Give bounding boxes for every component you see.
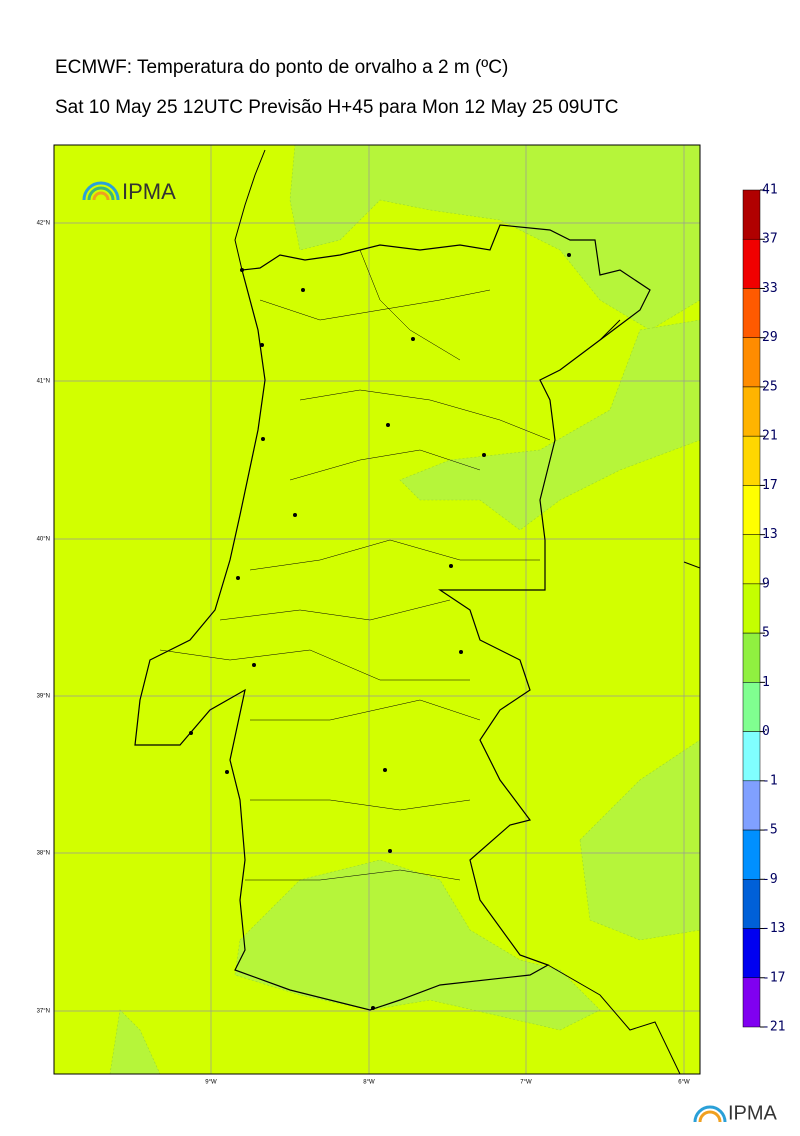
district-borders xyxy=(159,249,551,881)
colorbar-segment xyxy=(742,583,761,634)
colorbar-segment xyxy=(742,879,761,929)
colorbar-label: -13 xyxy=(762,921,785,936)
lon-label: 8°W xyxy=(363,1080,375,1086)
lat-label: 38°N xyxy=(37,851,50,857)
lon-label: 9°W xyxy=(205,1080,217,1086)
dewpoint-region xyxy=(109,144,701,1075)
title: ECMWF: Temperatura do ponto de orvalho a… xyxy=(55,57,508,78)
logo-text: IPMA xyxy=(122,179,176,204)
map-frame xyxy=(53,144,701,1075)
colorbar-segment xyxy=(742,238,761,289)
spain-coast xyxy=(547,964,681,1075)
colorbar-label: 5 xyxy=(762,626,770,641)
lat-label: 39°N xyxy=(37,694,50,700)
colorbar-label: 21 xyxy=(762,429,778,444)
colorbar-segment xyxy=(742,534,761,585)
map: IPMA xyxy=(53,144,701,1075)
colorbar-label: 1 xyxy=(762,675,770,690)
colorbar-segment xyxy=(742,485,761,535)
colorbar-segment xyxy=(742,780,761,831)
portugal-border xyxy=(134,224,651,1011)
colorbar-segment xyxy=(742,731,761,782)
lat-label: 40°N xyxy=(37,537,50,543)
subtitle: Sat 10 May 25 12UTC Previsão H+45 para M… xyxy=(55,97,618,118)
colorbar-segment xyxy=(742,189,761,240)
spain-coast xyxy=(234,149,266,271)
colorbar-label: 0 xyxy=(762,724,770,739)
lon-label: 7°W xyxy=(520,1080,532,1086)
colorbar-label: 25 xyxy=(762,379,778,394)
colorbar-segment xyxy=(742,386,761,437)
colorbar-segment xyxy=(742,682,761,732)
colorbar-label: 9 xyxy=(762,576,770,591)
colorbar-label: 17 xyxy=(762,478,778,493)
lat-label: 41°N xyxy=(37,379,50,385)
colorbar-segment xyxy=(742,977,761,1028)
colorbar-label: 13 xyxy=(762,527,778,542)
cities xyxy=(189,253,571,1010)
lat-label: 37°N xyxy=(37,1009,50,1015)
colorbar-label: -17 xyxy=(762,970,785,985)
footer-logo: IPMA xyxy=(693,1102,778,1124)
colorbar-label: 33 xyxy=(762,281,778,296)
lat-label: 42°N xyxy=(37,221,50,227)
coast-fragment xyxy=(599,319,701,569)
colorbar-segment xyxy=(742,632,761,683)
colorbar-label: -1 xyxy=(762,773,778,788)
graticule xyxy=(54,145,700,1074)
lon-label: 6°W xyxy=(678,1080,690,1086)
colorbar-segment xyxy=(742,288,761,338)
footer-logo-text: IPMA xyxy=(728,1102,778,1124)
colorbar-label: 29 xyxy=(762,330,778,345)
colorbar-label: 37 xyxy=(762,232,778,247)
logo: IPMA xyxy=(82,179,176,204)
colorbar-label: -5 xyxy=(762,823,778,838)
colorbar-segment xyxy=(742,435,761,486)
colorbar-segment xyxy=(742,337,761,388)
colorbar-segment xyxy=(742,829,761,880)
colorbar-label: -21 xyxy=(762,1020,785,1035)
colorbar-label: -9 xyxy=(762,872,778,887)
colorbar-segment xyxy=(742,928,761,979)
colorbar-label: 41 xyxy=(762,183,778,198)
